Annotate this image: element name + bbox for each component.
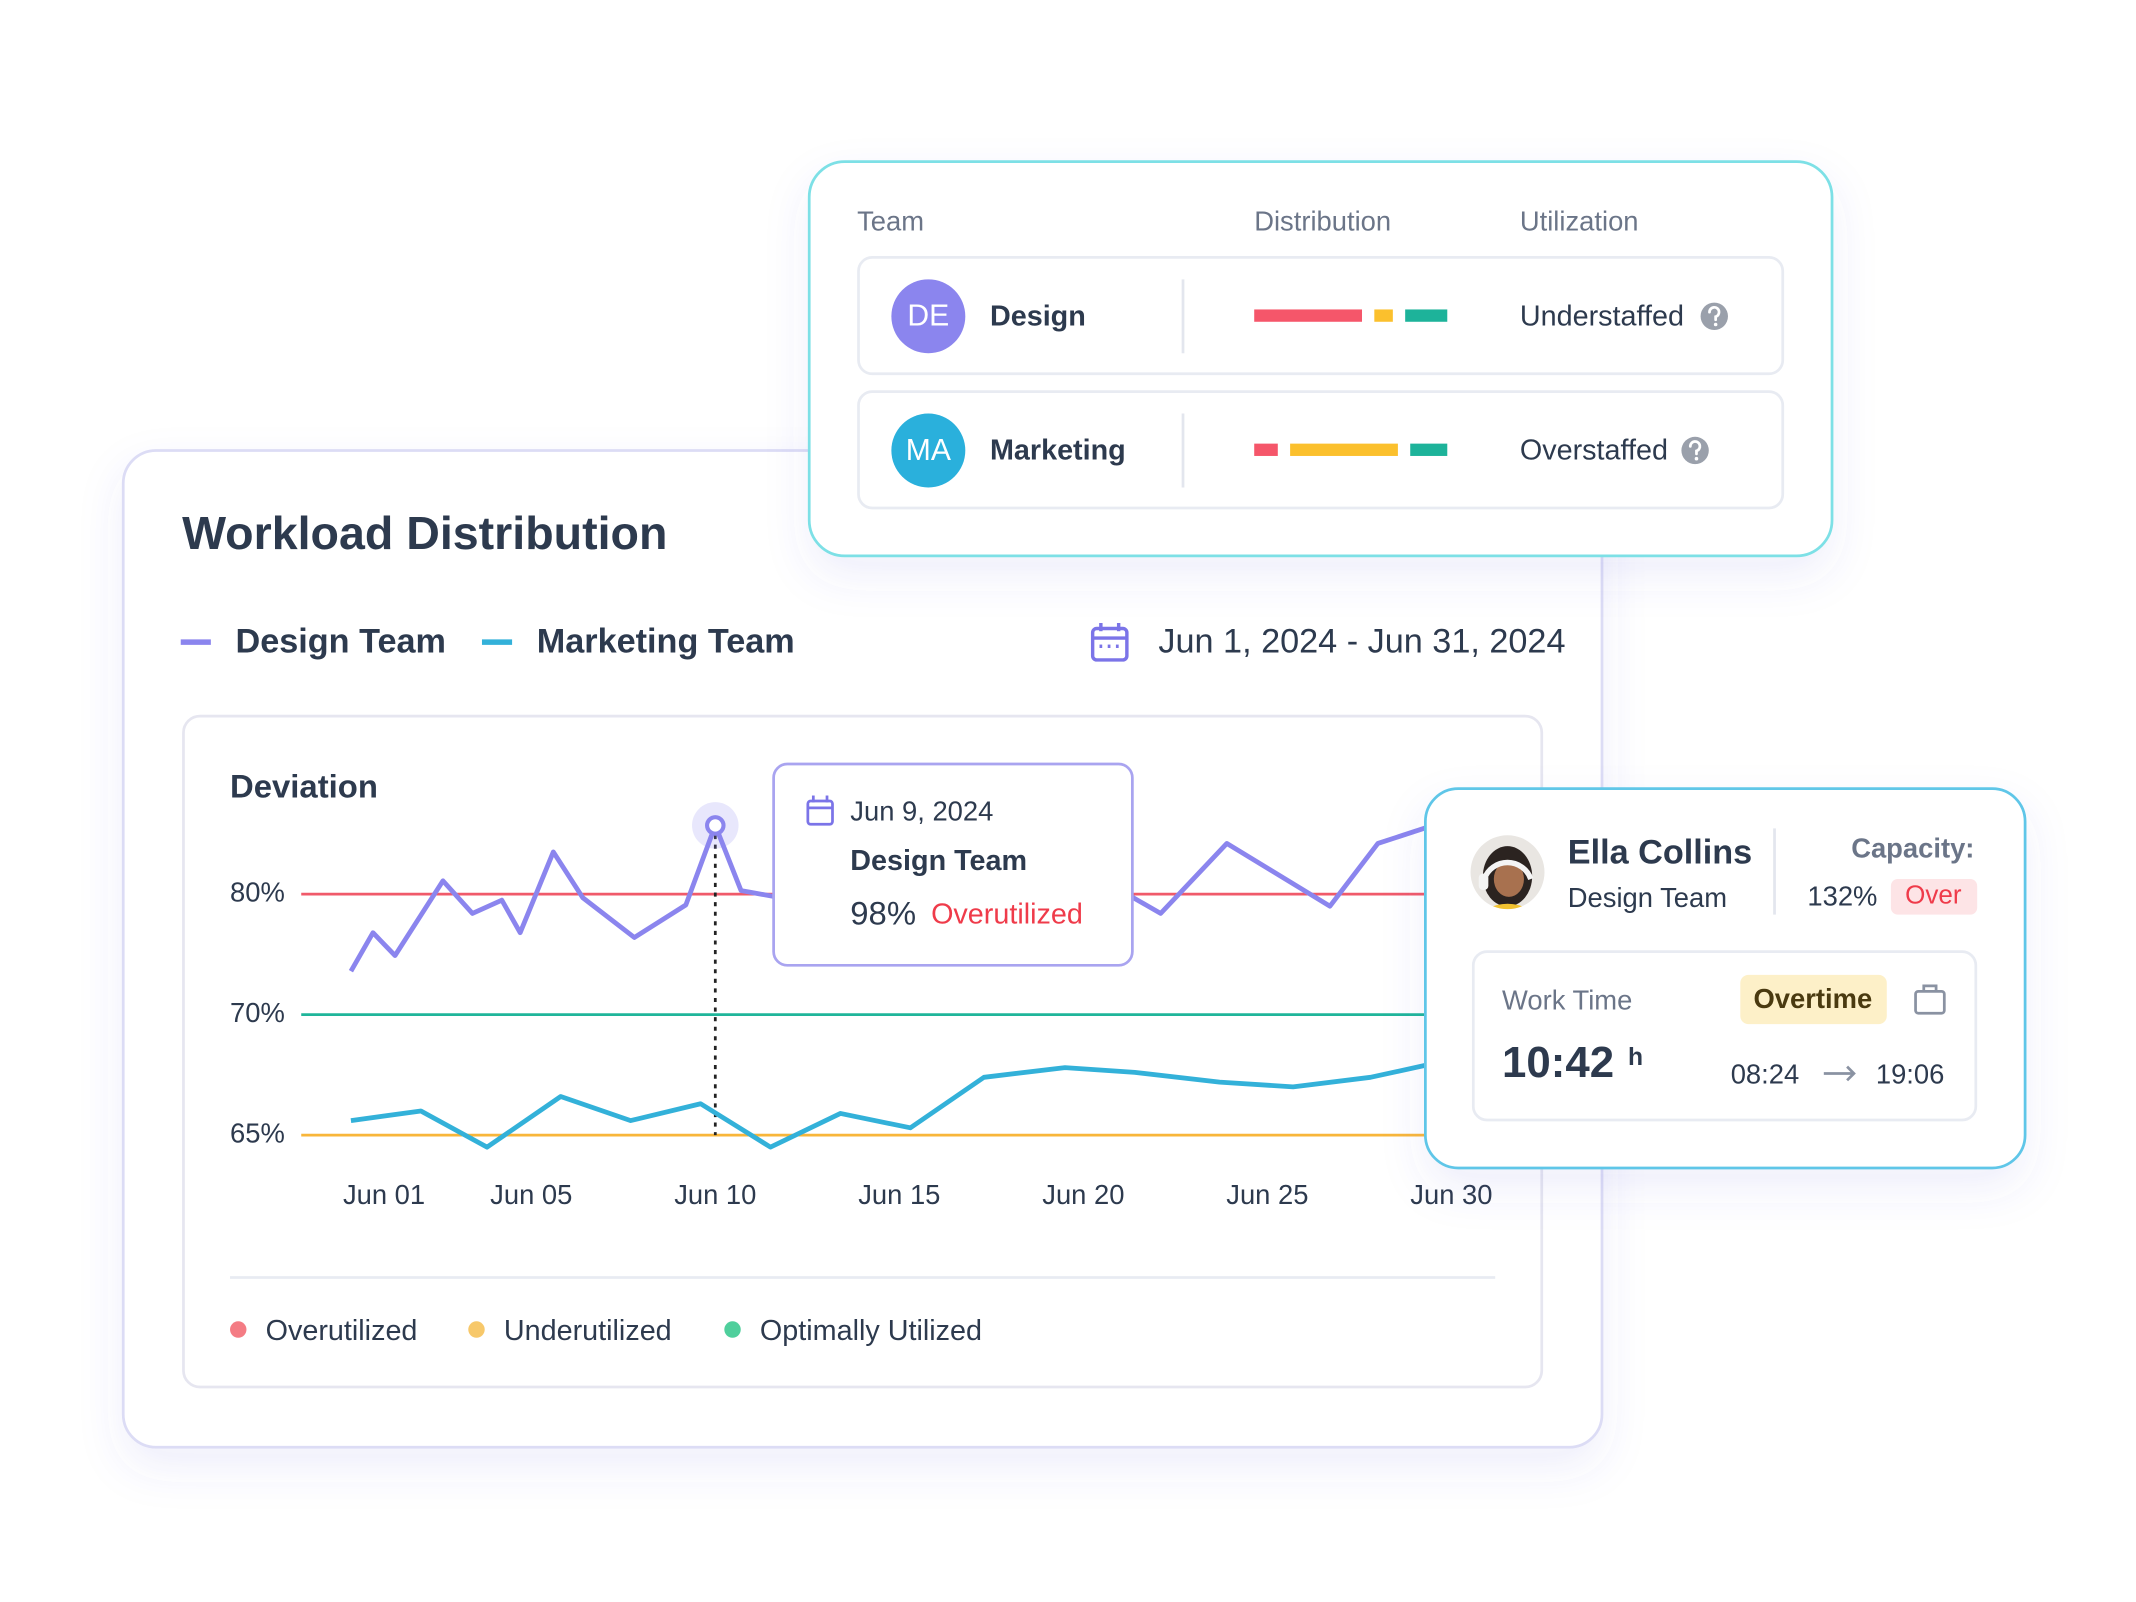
series-line [348, 822, 1427, 973]
distribution-segment [1410, 443, 1448, 456]
tooltip-status: Overutilized [931, 899, 1083, 931]
x-tick-label: Jun 05 [490, 1179, 572, 1210]
y-tick-label: 70% [230, 997, 285, 1028]
status-label: Optimally Utilized [760, 1315, 982, 1347]
x-tick-label: Jun 30 [1410, 1179, 1492, 1210]
profile-team: Design Team [1568, 882, 1727, 913]
series-line [350, 1062, 1427, 1150]
chart: 65% 70% 80% Jun 01 Jun 05 Jun 10 Jun 15 Jun 20 J… [230, 802, 1493, 1210]
y-tick-label: 65% [230, 1117, 285, 1148]
badge-bg [1890, 879, 1978, 915]
status-label: Underutilized [504, 1315, 672, 1347]
work-time-box [1471, 950, 1978, 1122]
help-dot [1694, 456, 1699, 461]
capacity-badge: Over [1905, 880, 1962, 910]
capacity-label: Capacity: [1851, 833, 1974, 864]
status-dot [724, 1321, 741, 1338]
column-header: Utilization [1520, 205, 1639, 236]
status-dot [230, 1321, 247, 1338]
work-time-unit: h [1628, 1044, 1643, 1071]
profile-card: Ella Collins Design Team Capacity: 132% … [1424, 787, 2027, 1170]
status-legend: Overutilized Underutilized Optimally Utili… [230, 1315, 982, 1347]
y-tick-label: 80% [230, 876, 285, 907]
capacity-value: 132% [1807, 880, 1877, 911]
tooltip-date: Jun 9, 2024 [850, 796, 993, 827]
team-initials: DE [907, 300, 949, 333]
tooltip-value: 98% [850, 895, 916, 932]
tooltip-team: Design Team [850, 845, 1027, 877]
tooltip: Jun 9, 2024 Design Team 98% Overutilized [772, 762, 1134, 967]
team-name: Design [990, 300, 1086, 332]
distribution-segment [1254, 443, 1278, 456]
date-range[interactable]: Jun 1, 2024 - Jun 31, 2024 [1158, 623, 1565, 661]
team-avatar [891, 413, 966, 488]
work-time-label: Work Time [1502, 985, 1632, 1016]
start-time: 08:24 [1731, 1058, 1800, 1089]
avatar [1470, 835, 1545, 910]
team-initials: MA [906, 434, 952, 467]
distribution-segment [1254, 309, 1363, 322]
help-glyph [1688, 440, 1702, 456]
calendar-icon [806, 795, 834, 826]
hover-point[interactable] [705, 815, 726, 836]
chart-title: Deviation [230, 767, 378, 804]
x-tick-label: Jun 25 [1226, 1179, 1308, 1210]
status-bg [1740, 974, 1887, 1025]
workload-card: Workload Distribution Design Team Marketi… [121, 449, 1604, 1449]
work-time: 10:42 [1502, 1038, 1614, 1087]
utilization: Overstaffed [1520, 434, 1668, 466]
x-tick-label: Jun 15 [858, 1179, 940, 1210]
x-tick-label: Jun 20 [1042, 1179, 1124, 1210]
briefcase-icon [1914, 984, 1946, 1015]
help-icon[interactable] [1681, 436, 1709, 465]
help-dot [1713, 322, 1718, 327]
column-header: Distribution [1254, 205, 1391, 236]
distribution-segment [1374, 309, 1393, 322]
status-dot [468, 1321, 485, 1338]
column-header: Team [857, 205, 924, 236]
x-tick-label: Jun 10 [674, 1179, 756, 1210]
series-legend: Design Team Marketing Team [180, 623, 795, 661]
calendar-icon[interactable] [1090, 623, 1129, 662]
status-label: Overutilized [266, 1315, 418, 1347]
card-title: Workload Distribution [182, 507, 667, 559]
legend-label[interactable]: Marketing Team [537, 623, 795, 661]
distribution-segment [1405, 309, 1448, 322]
utilization: Understaffed [1520, 300, 1684, 332]
arrow-icon [1823, 1065, 1856, 1082]
team-avatar [891, 279, 966, 354]
status-badge: Overtime [1754, 983, 1873, 1014]
team-name: Marketing [990, 434, 1126, 466]
team-rows: DE Design Understaffed MA Marketing Overstaff… [857, 256, 1785, 510]
legend-label[interactable]: Design Team [236, 623, 446, 661]
end-time: 19:06 [1876, 1058, 1945, 1089]
tooltip-bg [772, 762, 1134, 967]
help-icon[interactable] [1700, 302, 1728, 330]
x-tick-label: Jun 01 [343, 1179, 425, 1210]
team-card: Team Distribution Utilization DE Design Un… [807, 160, 1834, 558]
help-glyph [1708, 305, 1721, 322]
distribution-segment [1290, 443, 1398, 456]
profile-name: Ella Collins [1568, 833, 1752, 871]
